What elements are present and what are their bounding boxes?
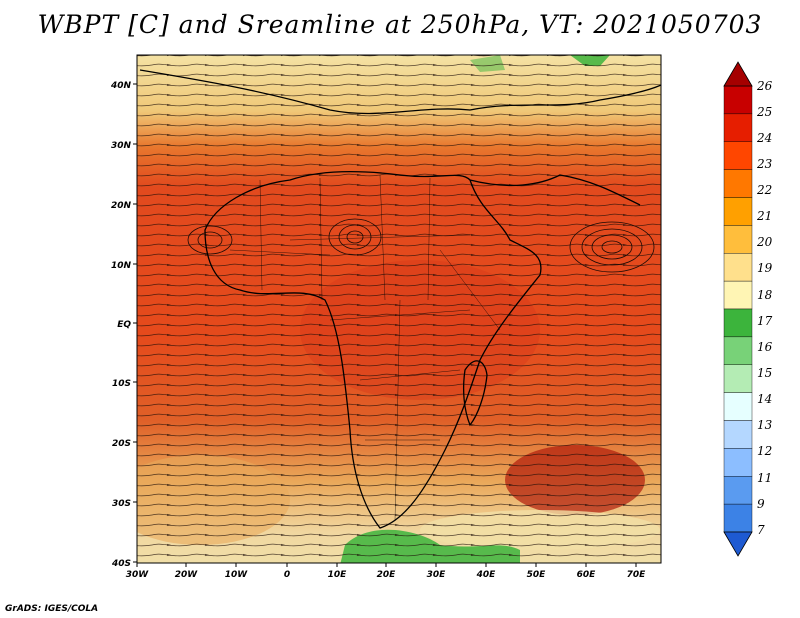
colorbar-label: 12 xyxy=(757,444,772,458)
lon-label: 20E xyxy=(377,570,397,580)
colorbar-label: 26 xyxy=(756,79,773,93)
colorbar-label: 9 xyxy=(757,497,765,511)
colorbar-cell xyxy=(723,308,753,338)
lat-label: 30S xyxy=(112,499,131,509)
map-title: WBPT [C] and Sreamline at 250hPa, VT: 20… xyxy=(37,10,763,39)
lon-label: 40E xyxy=(476,570,497,580)
colorbar-label: 19 xyxy=(757,261,773,275)
streamlines xyxy=(137,55,661,563)
colorbar-label: 16 xyxy=(757,340,773,354)
lat-label: 10S xyxy=(112,379,131,389)
lat-label: 40N xyxy=(110,81,132,91)
colorbar-label: 20 xyxy=(756,235,773,249)
colorbar-label: 14 xyxy=(757,392,772,406)
colorbar-cell xyxy=(723,169,753,198)
lat-label: 20S xyxy=(112,439,131,449)
colorbar-cell xyxy=(723,197,753,226)
colorbar-cell xyxy=(723,336,753,365)
country-borders xyxy=(229,174,501,521)
lon-label: 10E xyxy=(328,570,348,580)
lat-label: 20N xyxy=(111,201,132,211)
colorbar-label: 13 xyxy=(757,418,773,432)
lat-label: EQ xyxy=(117,320,131,330)
colorbar-label: 22 xyxy=(756,183,772,197)
lon-label: 10W xyxy=(225,570,249,580)
colorbar-cell xyxy=(723,225,753,254)
colorbar-cells xyxy=(723,85,753,533)
lon-labels: 30W 20W 10W 0 10E 20E 30E 40E 50E 60E 70… xyxy=(126,570,646,580)
colorbar-top-arrow xyxy=(723,61,753,87)
lat-label: 10N xyxy=(111,261,132,271)
lon-label: 70E xyxy=(627,570,647,580)
axis-ticks xyxy=(133,83,637,567)
colorbar-label: 25 xyxy=(756,105,772,119)
colorbar-label: 18 xyxy=(757,288,773,302)
coastlines xyxy=(139,69,661,529)
colorbar-label: 17 xyxy=(757,314,773,328)
lon-label: 50E xyxy=(527,570,547,580)
colorbar-label: 23 xyxy=(756,157,773,171)
colorbar-cell xyxy=(723,85,753,115)
map-frame xyxy=(136,54,662,564)
colorbar-label: 21 xyxy=(756,209,772,223)
streamline-vortices xyxy=(187,218,655,273)
colorbar-label: 7 xyxy=(757,523,765,537)
lat-labels: 40N 30N 20N 10N EQ 10S 20S 30S 40S xyxy=(110,81,132,569)
colorbar-cell xyxy=(723,503,753,533)
colorbar-cell xyxy=(723,253,753,282)
colorbar-cell xyxy=(723,476,753,505)
colorbar-cell xyxy=(723,141,753,170)
lon-label: 20W xyxy=(175,570,199,580)
colorbar-cell xyxy=(723,420,753,449)
footer-credit: GrADS: IGES/COLA xyxy=(5,604,99,614)
map-plot-area xyxy=(137,55,661,563)
colorbar-label: 11 xyxy=(757,471,772,485)
colorbar-cell xyxy=(723,364,753,393)
colorbar-cell xyxy=(723,280,753,310)
lon-label: 60E xyxy=(577,570,597,580)
colorbar-cell xyxy=(723,448,753,477)
colorbar-bottom-arrow xyxy=(723,531,753,557)
lon-label: 0 xyxy=(284,570,290,580)
lat-label: 40S xyxy=(111,559,131,569)
colorbar: 26 25 24 23 22 21 20 19 18 17 16 15 14 1… xyxy=(723,61,773,557)
lat-label: 30N xyxy=(111,141,132,151)
colorbar-cell xyxy=(723,392,753,421)
lon-label: 30E xyxy=(427,570,447,580)
colorbar-cell xyxy=(723,113,753,142)
lon-label: 30W xyxy=(126,570,150,580)
colorbar-label: 15 xyxy=(757,366,772,380)
colorbar-label: 24 xyxy=(756,131,772,145)
map-figure: 40N 30N 20N 10N EQ 10S 20S 30S 40S 30W 2… xyxy=(110,54,773,580)
